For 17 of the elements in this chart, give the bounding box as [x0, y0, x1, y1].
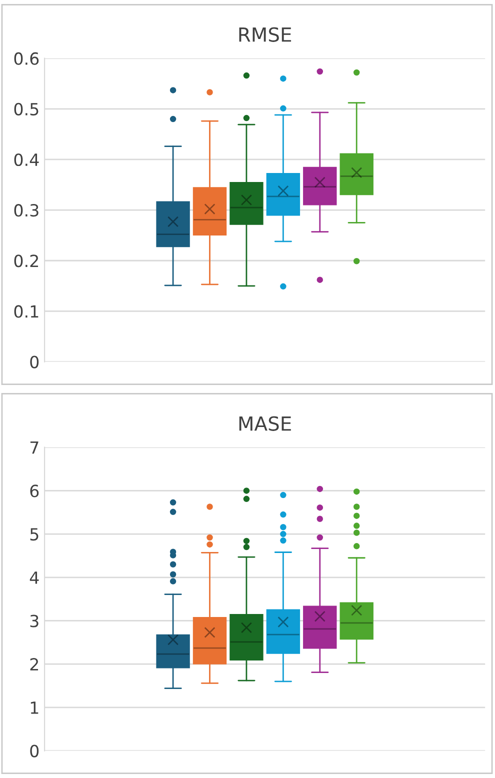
y-tick-label: 0 [30, 356, 39, 368]
y-tick-label: 6 [30, 484, 39, 498]
y-tick-label: 1 [30, 702, 38, 714]
y-tick-label: 7 [30, 442, 38, 454]
y-tick-label: 5 [30, 528, 38, 541]
y-tick-label: 0.2 [14, 254, 38, 268]
y-tick-label: 0.1 [14, 305, 38, 318]
y-tick-label: 3 [30, 614, 38, 628]
y-tick-label: 0.3 [14, 204, 38, 217]
chart-title: RMSE [239, 27, 292, 42]
y-tick-label: 4 [30, 572, 39, 584]
y-tick-label: 2 [30, 658, 38, 670]
y-tick-label: 0.6 [14, 52, 39, 65]
chart-title: MASE [239, 416, 291, 431]
y-tick-label: 0.5 [14, 102, 38, 116]
y-tick-label: 0 [30, 744, 39, 758]
y-tick-label: 0.4 [14, 153, 39, 166]
